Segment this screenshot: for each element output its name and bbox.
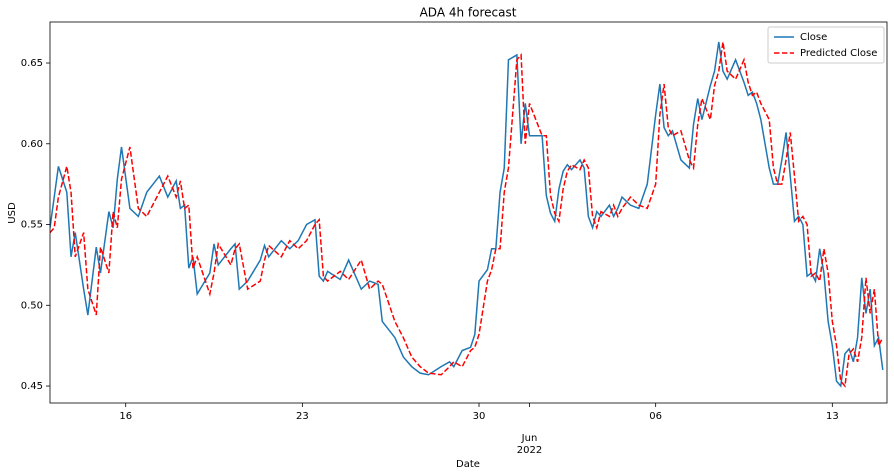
x-tick-label: 16: [119, 411, 132, 422]
series-line: [50, 41, 884, 388]
y-tick-label: 0.50: [21, 300, 43, 311]
x-tick-label: 06: [649, 411, 662, 422]
y-tick-label: 0.55: [21, 220, 43, 231]
chart-title: ADA 4h forecast: [420, 6, 517, 20]
legend-box: [767, 26, 885, 64]
y-tick-label: 0.65: [21, 58, 43, 69]
plot-frame: [49, 21, 888, 404]
x-axis-label: Date: [456, 459, 480, 470]
x-tick-label-line: Jun: [521, 433, 538, 444]
x-tick-label: 13: [826, 411, 839, 422]
legend-label: Predicted Close: [800, 48, 877, 59]
x-tick-label: 23: [296, 411, 309, 422]
series-line: [50, 41, 884, 388]
y-axis-label: USD: [7, 202, 18, 224]
x-tick-label-line: 2022: [517, 445, 542, 456]
x-tick-label: 30: [473, 411, 486, 422]
y-tick-label: 0.45: [21, 381, 43, 392]
y-tick-label: 0.60: [21, 139, 43, 150]
x-tick-label: Jun 2022: [517, 433, 542, 456]
legend-label: Close: [800, 32, 827, 43]
